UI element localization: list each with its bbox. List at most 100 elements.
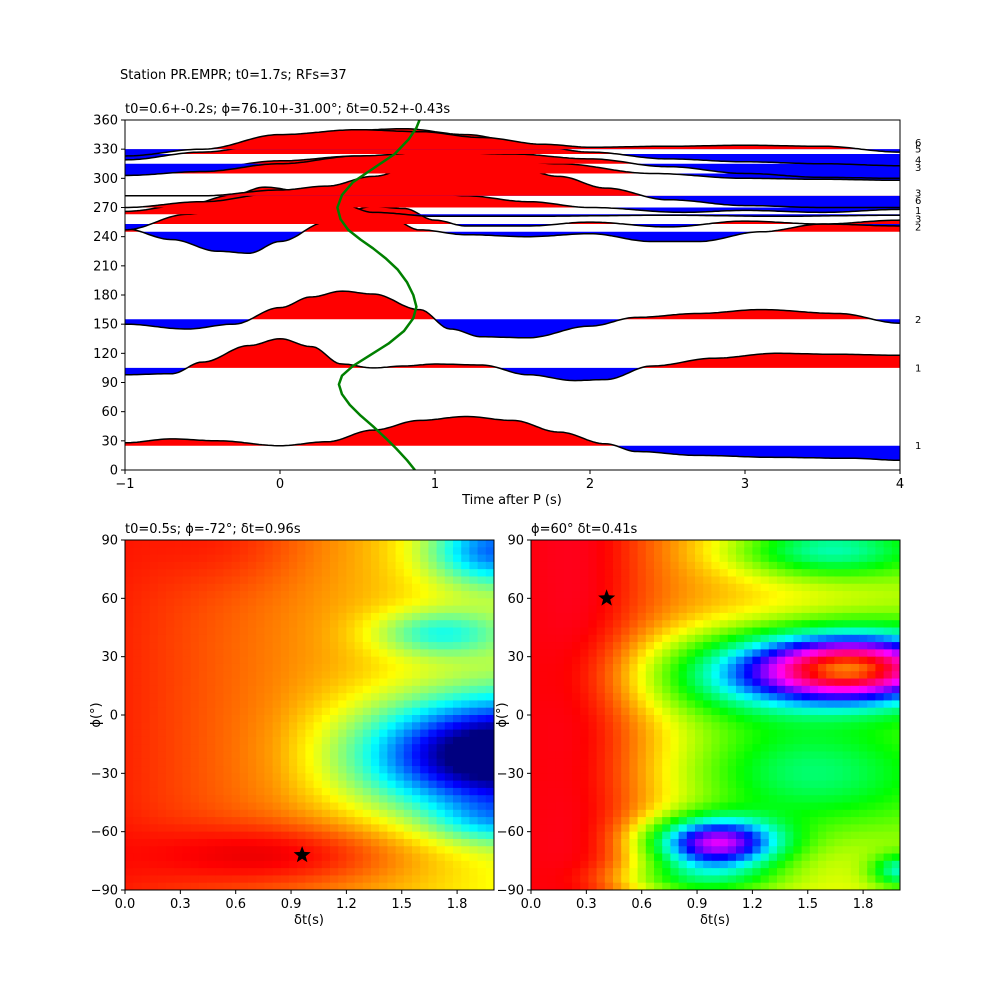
- misfit-right-cell: [539, 744, 548, 753]
- misfit-right-cell: [867, 576, 876, 585]
- misfit-left-cell: [198, 744, 208, 753]
- misfit-left-cell: [198, 773, 208, 782]
- misfit-left-cell: [436, 663, 446, 672]
- misfit-left-cell: [477, 576, 487, 585]
- misfit-left-cell: [264, 853, 274, 862]
- misfit-left-cell: [125, 678, 134, 687]
- misfit-right-cell: [621, 868, 630, 877]
- misfit-right-cell: [875, 787, 885, 796]
- misfit-right-cell: [834, 598, 844, 607]
- misfit-left-cell: [428, 569, 438, 578]
- misfit-left-cell: [256, 671, 265, 680]
- misfit-left-cell: [297, 838, 306, 847]
- misfit-right-cell: [859, 824, 868, 833]
- misfit-right-cell: [580, 649, 589, 658]
- misfit-left-cell: [354, 868, 364, 877]
- misfit-left-cell: [264, 627, 274, 636]
- misfit-left-cell: [157, 853, 167, 862]
- misfit-right-cell: [637, 860, 647, 869]
- misfit-left-cell: [330, 678, 339, 687]
- misfit-right-cell: [826, 758, 835, 767]
- misfit-right-cell: [547, 693, 557, 702]
- misfit-left-cell: [371, 831, 380, 840]
- misfit-left-cell: [231, 656, 241, 665]
- misfit-left-cell: [469, 795, 479, 804]
- misfit-right-cell: [891, 729, 900, 738]
- misfit-right-cell: [850, 685, 860, 694]
- misfit-left-cell: [330, 707, 339, 716]
- misfit-right-cell: [834, 591, 844, 599]
- misfit-left-cell: [182, 678, 192, 687]
- misfit-left-cell: [239, 685, 249, 694]
- misfit-left-cell: [133, 671, 142, 680]
- misfit-left-cell: [428, 853, 438, 862]
- misfit-right-cell: [752, 678, 762, 687]
- misfit-left-cell: [157, 569, 167, 578]
- misfit-left-cell: [444, 678, 454, 687]
- misfit-right-cell: [891, 736, 900, 745]
- misfit-left-cell: [453, 612, 462, 621]
- misfit-left-cell: [313, 649, 323, 658]
- misfit-left-cell: [280, 605, 290, 614]
- misfit-right-cell: [719, 663, 729, 672]
- misfit-right-cell: [531, 561, 540, 570]
- misfit-right-cell: [662, 868, 671, 877]
- misfit-left-cell: [461, 634, 470, 643]
- misfit-left-cell: [379, 824, 388, 833]
- misfit-right-cell: [621, 642, 630, 650]
- misfit-left-cell: [477, 583, 487, 592]
- misfit-right-cell: [629, 722, 639, 731]
- misfit-right-cell: [801, 605, 811, 614]
- misfit-right-cell: [850, 751, 860, 760]
- misfit-right-cell: [760, 707, 770, 716]
- misfit-left-cell: [231, 787, 241, 796]
- misfit-left-cell: [469, 773, 479, 782]
- misfit-left-cell: [125, 736, 134, 745]
- misfit-right-cell: [752, 583, 762, 592]
- misfit-right-cell: [563, 722, 573, 731]
- misfit-right-cell: [563, 860, 573, 869]
- misfit-left-cell: [338, 569, 347, 578]
- misfit-left-cell: [264, 540, 274, 548]
- misfit-left-cell: [436, 569, 446, 578]
- misfit-left-cell: [313, 547, 323, 556]
- misfit-left-cell: [305, 700, 315, 709]
- misfit-right-cell: [580, 802, 589, 811]
- misfit-left-cell: [420, 824, 429, 833]
- misfit-left-cell: [395, 605, 405, 614]
- misfit-right-cell: [662, 642, 671, 650]
- misfit-left-cell: [403, 663, 413, 672]
- misfit-left-cell: [174, 634, 183, 643]
- misfit-right-cell: [818, 591, 827, 599]
- misfit-left-cell: [321, 540, 331, 548]
- misfit-left-cell: [297, 591, 306, 599]
- misfit-right-cell: [719, 846, 729, 855]
- misfit-right-cell: [678, 751, 688, 760]
- misfit-left-cell: [453, 795, 462, 804]
- misfit-right-cell: [613, 663, 622, 672]
- misfit-left-cell: [403, 868, 413, 877]
- misfit-left-cell: [223, 620, 233, 629]
- misfit-left-cell: [133, 569, 142, 578]
- misfit-right-cell: [875, 642, 885, 650]
- misfit-left-cell: [256, 824, 265, 833]
- misfit-left-cell: [280, 802, 290, 811]
- misfit-right-cell: [580, 751, 589, 760]
- misfit-right-cell: [547, 846, 557, 855]
- misfit-left-cell: [297, 540, 306, 548]
- misfit-right-cell: [785, 882, 794, 890]
- misfit-right-cell: [563, 598, 573, 607]
- misfit-left-cell: [362, 802, 372, 811]
- misfit-right-cell: [818, 809, 827, 818]
- misfit-left-cell: [403, 685, 413, 694]
- misfit-left-cell: [272, 693, 282, 702]
- misfit-right-cell: [818, 693, 827, 702]
- misfit-left-cell: [485, 795, 494, 804]
- misfit-left-cell: [198, 722, 208, 731]
- misfit-left-cell: [256, 817, 265, 825]
- misfit-left-cell: [461, 671, 470, 680]
- misfit-right-cell: [596, 736, 606, 745]
- misfit-right-cell: [703, 766, 712, 774]
- misfit-right-cell: [654, 678, 663, 687]
- misfit-left-cell: [395, 751, 405, 760]
